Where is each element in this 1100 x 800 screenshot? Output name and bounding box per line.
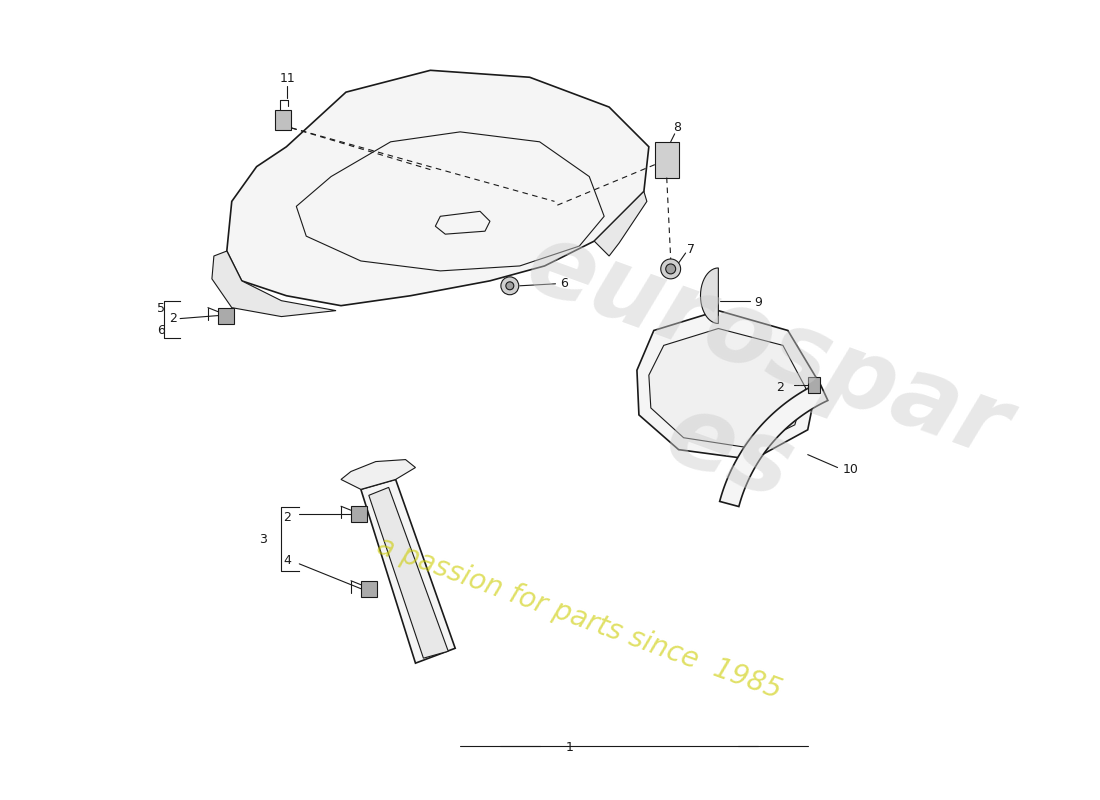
Polygon shape bbox=[275, 110, 292, 130]
Text: 2: 2 bbox=[284, 510, 292, 524]
Circle shape bbox=[661, 259, 681, 279]
Polygon shape bbox=[227, 70, 649, 306]
Text: 1: 1 bbox=[565, 741, 573, 754]
Polygon shape bbox=[701, 268, 718, 323]
Text: a passion for parts since  1985: a passion for parts since 1985 bbox=[373, 532, 785, 705]
Circle shape bbox=[500, 277, 519, 294]
Circle shape bbox=[659, 350, 679, 370]
Text: 9: 9 bbox=[755, 296, 762, 309]
Text: 11: 11 bbox=[279, 72, 295, 85]
Polygon shape bbox=[368, 487, 449, 658]
Text: 8: 8 bbox=[673, 122, 681, 134]
Text: 2: 2 bbox=[169, 312, 177, 325]
Polygon shape bbox=[296, 132, 604, 271]
Circle shape bbox=[506, 282, 514, 290]
Polygon shape bbox=[637, 310, 817, 459]
Polygon shape bbox=[807, 378, 820, 394]
Polygon shape bbox=[719, 382, 828, 506]
Polygon shape bbox=[341, 459, 416, 490]
Circle shape bbox=[662, 148, 672, 158]
Polygon shape bbox=[594, 191, 647, 256]
Text: eurospar
es: eurospar es bbox=[475, 215, 1021, 585]
Circle shape bbox=[659, 395, 679, 415]
Polygon shape bbox=[436, 211, 490, 234]
Text: 2: 2 bbox=[776, 381, 784, 394]
Text: 3: 3 bbox=[258, 533, 266, 546]
Polygon shape bbox=[218, 308, 234, 323]
Polygon shape bbox=[361, 581, 377, 597]
Circle shape bbox=[662, 162, 672, 171]
Text: 7: 7 bbox=[686, 242, 694, 255]
Polygon shape bbox=[649, 329, 806, 448]
Polygon shape bbox=[361, 479, 455, 663]
Polygon shape bbox=[654, 142, 679, 178]
Polygon shape bbox=[212, 251, 336, 317]
Text: 4: 4 bbox=[284, 554, 292, 567]
Text: 5: 5 bbox=[157, 302, 165, 315]
Text: 10: 10 bbox=[843, 463, 858, 476]
Polygon shape bbox=[351, 506, 366, 522]
Text: 6: 6 bbox=[157, 324, 165, 337]
Circle shape bbox=[666, 264, 675, 274]
Text: 6: 6 bbox=[561, 278, 569, 290]
